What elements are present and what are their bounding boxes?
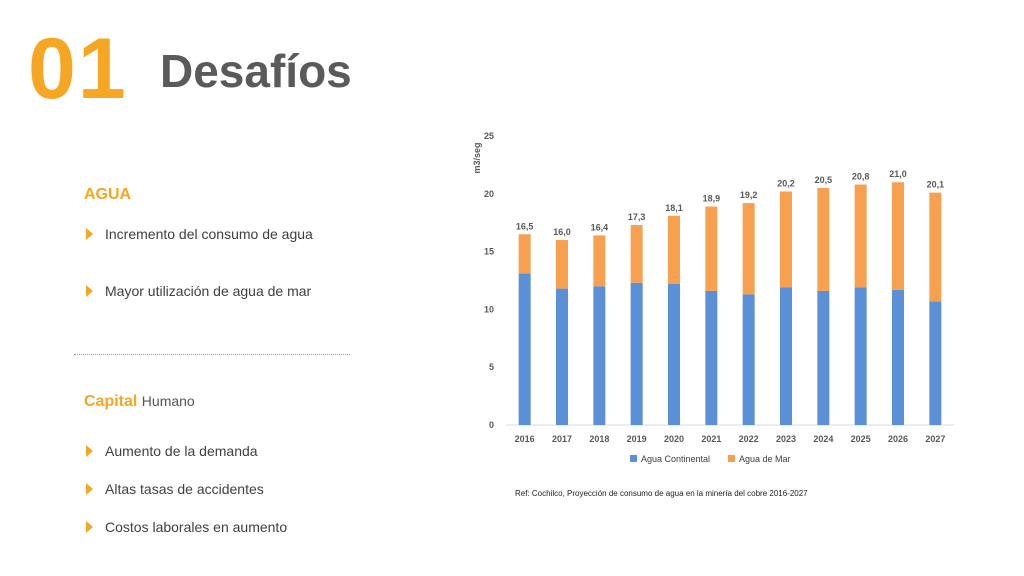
page-title: Desafíos	[160, 45, 352, 97]
legend-swatch-mar	[728, 455, 735, 462]
bar-total-label: 16,4	[591, 222, 609, 232]
bar-agua-continental	[780, 287, 792, 425]
bullet-text: Altas tasas de accidentes	[105, 481, 264, 497]
bar-total-label: 20,1	[927, 180, 945, 190]
bar-agua-de-mar	[780, 191, 792, 288]
chevron-right-icon	[86, 285, 93, 297]
chevron-right-icon	[86, 483, 93, 495]
y-tick-label: 20	[484, 189, 494, 199]
y-tick-label: 5	[489, 362, 494, 372]
heading-strong: Capital	[84, 393, 138, 410]
bar-agua-continental	[742, 294, 755, 425]
x-tick-label: 2019	[627, 434, 647, 444]
bar-agua-de-mar	[705, 206, 718, 291]
y-tick-label: 0	[489, 420, 494, 430]
bar-agua-de-mar	[518, 234, 531, 274]
list-item: Costos laborales en aumento	[86, 519, 287, 535]
bar-total-label: 21,0	[889, 169, 907, 179]
x-tick-label: 2017	[552, 434, 572, 444]
section-divider	[74, 354, 350, 355]
chevron-right-icon	[86, 521, 93, 533]
bullet-text: Incremento del consumo de agua	[105, 226, 313, 242]
x-tick-label: 2025	[851, 434, 871, 444]
bar-agua-de-mar	[817, 188, 830, 291]
x-tick-label: 2021	[701, 434, 721, 444]
legend-swatch-continental	[630, 455, 637, 462]
list-item: Aumento de la demanda	[86, 443, 258, 459]
bar-agua-continental	[518, 273, 531, 425]
x-tick-label: 2022	[739, 434, 759, 444]
water-consumption-chart: m3/seg051015202516,5201616,0201716,42018…	[472, 131, 954, 464]
bar-agua-de-mar	[929, 192, 942, 302]
bar-agua-continental	[892, 289, 904, 425]
bar-agua-de-mar	[854, 184, 867, 288]
bar-agua-continental	[556, 288, 568, 425]
bar-agua-continental	[817, 290, 830, 425]
legend-label-continental: Agua Continental	[641, 454, 710, 464]
bar-total-label: 18,9	[703, 194, 721, 204]
bar-total-label: 16,0	[553, 227, 571, 237]
bar-agua-continental	[854, 287, 867, 425]
bar-agua-continental	[630, 282, 643, 425]
section-heading-agua: AGUA	[84, 186, 132, 203]
bar-agua-continental	[929, 301, 942, 425]
chevron-right-icon	[86, 228, 93, 240]
bar-total-label: 20,8	[852, 172, 870, 182]
x-tick-label: 2020	[664, 434, 684, 444]
bar-agua-continental	[668, 283, 680, 425]
bar-agua-de-mar	[668, 215, 680, 284]
y-tick-label: 25	[484, 131, 494, 141]
bullet-text: Aumento de la demanda	[105, 443, 258, 459]
chevron-right-icon	[86, 445, 93, 457]
bar-total-label: 19,2	[740, 190, 758, 200]
bar-agua-de-mar	[630, 225, 643, 283]
x-tick-label: 2024	[813, 434, 833, 444]
y-axis-label: m3/seg	[472, 142, 482, 173]
bullet-text: Mayor utilización de agua de mar	[105, 283, 312, 299]
legend-label-mar: Agua de Mar	[739, 454, 791, 464]
heading-rest: Humano	[141, 393, 195, 409]
reference-note: Ref: Cochilco, Proyección de consumo de …	[515, 489, 808, 498]
bar-total-label: 18,1	[665, 203, 683, 213]
bar-agua-de-mar	[593, 235, 606, 287]
bar-agua-de-mar	[556, 240, 568, 289]
slide-number: 01	[28, 21, 128, 117]
y-tick-label: 10	[484, 304, 494, 314]
bar-total-label: 20,5	[815, 175, 833, 185]
bar-total-label: 20,2	[777, 178, 795, 188]
bar-total-label: 17,3	[628, 212, 646, 222]
section-heading-capital: Capital Humano	[84, 393, 195, 411]
x-tick-label: 2016	[515, 434, 535, 444]
x-tick-label: 2023	[776, 434, 796, 444]
bullet-text: Costos laborales en aumento	[105, 519, 288, 535]
bar-total-label: 16,5	[516, 221, 534, 231]
bar-agua-de-mar	[892, 182, 904, 290]
bar-agua-continental	[593, 286, 606, 425]
y-tick-label: 15	[484, 247, 494, 257]
list-item: Altas tasas de accidentes	[86, 481, 264, 497]
bar-agua-continental	[705, 290, 718, 425]
list-item: Mayor utilización de agua de mar	[86, 283, 311, 299]
x-tick-label: 2018	[589, 434, 609, 444]
list-item: Incremento del consumo de agua	[86, 226, 313, 242]
x-tick-label: 2026	[888, 434, 908, 444]
bar-agua-de-mar	[742, 203, 755, 295]
x-tick-label: 2027	[925, 434, 945, 444]
